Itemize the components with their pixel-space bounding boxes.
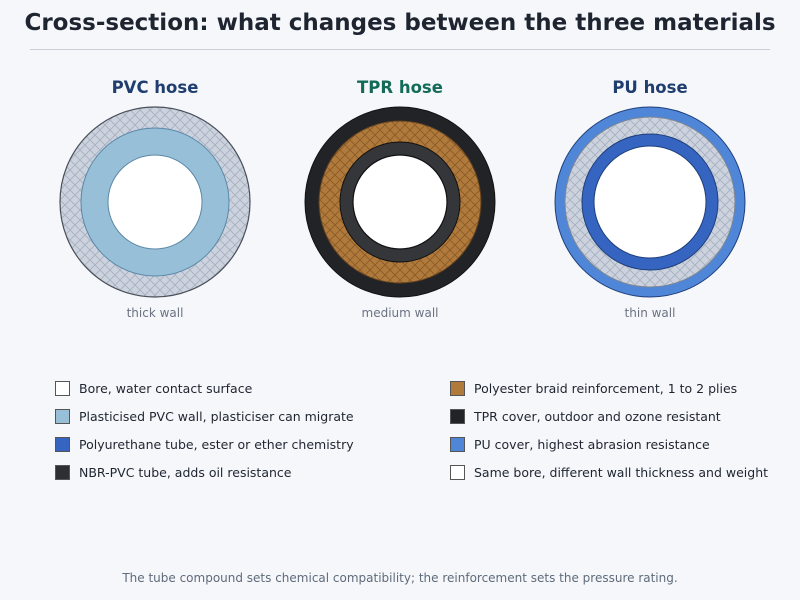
legend-swatch <box>450 409 465 424</box>
tpr-hose-caption: medium wall <box>361 306 439 320</box>
tpr-hose-title: TPR hose <box>357 78 443 97</box>
pvc-bore <box>107 154 203 250</box>
title-divider <box>30 49 770 50</box>
pvc-hose-caption: thick wall <box>126 306 184 320</box>
legend-swatch <box>55 409 70 424</box>
legend-swatch <box>450 381 465 396</box>
tpr-bore <box>352 154 448 250</box>
legend-swatch <box>450 465 465 480</box>
legend-label: Polyester braid reinforcement, 1 to 2 pl… <box>474 381 738 396</box>
pvc-hose-cross-section <box>59 106 251 298</box>
legend-label: PU cover, highest abrasion resistance <box>474 437 710 452</box>
pu-bore <box>593 145 707 259</box>
pu-hose-caption: thin wall <box>624 306 676 320</box>
legend-swatch <box>55 381 70 396</box>
pu-hose-title: PU hose <box>612 78 688 97</box>
legend-label: Polyurethane tube, ester or ether chemis… <box>79 437 354 452</box>
diagram-title: Cross-section: what changes between the … <box>24 10 776 36</box>
tpr-hose-cross-section <box>304 106 496 298</box>
legend-label: Same bore, different wall thickness and … <box>474 465 769 480</box>
legend-label: Plasticised PVC wall, plasticiser can mi… <box>79 409 354 424</box>
footnote: The tube compound sets chemical compatib… <box>122 571 678 585</box>
legend-swatch <box>55 437 70 452</box>
pu-hose-cross-section <box>554 106 746 298</box>
legend-label: TPR cover, outdoor and ozone resistant <box>474 409 721 424</box>
pvc-hose-title: PVC hose <box>111 78 199 97</box>
legend-swatch <box>450 437 465 452</box>
legend-swatch <box>55 465 70 480</box>
legend-label: Bore, water contact surface <box>79 381 253 396</box>
legend-label: NBR-PVC tube, adds oil resistance <box>79 465 292 480</box>
